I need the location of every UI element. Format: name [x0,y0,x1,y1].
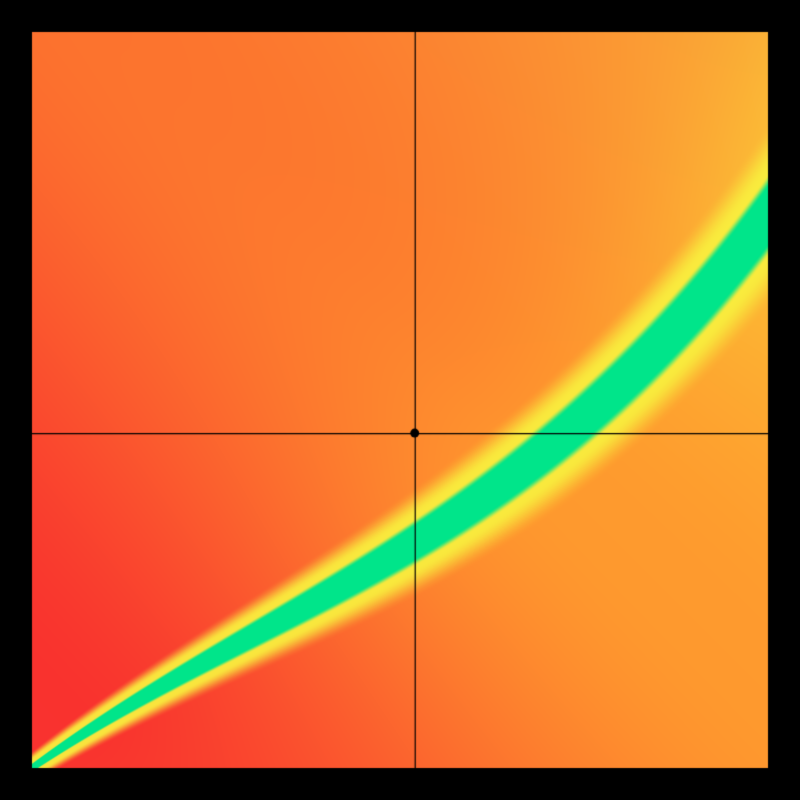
bottleneck-heatmap [0,0,800,800]
chart-container: TheBottleneck.com [0,0,800,800]
